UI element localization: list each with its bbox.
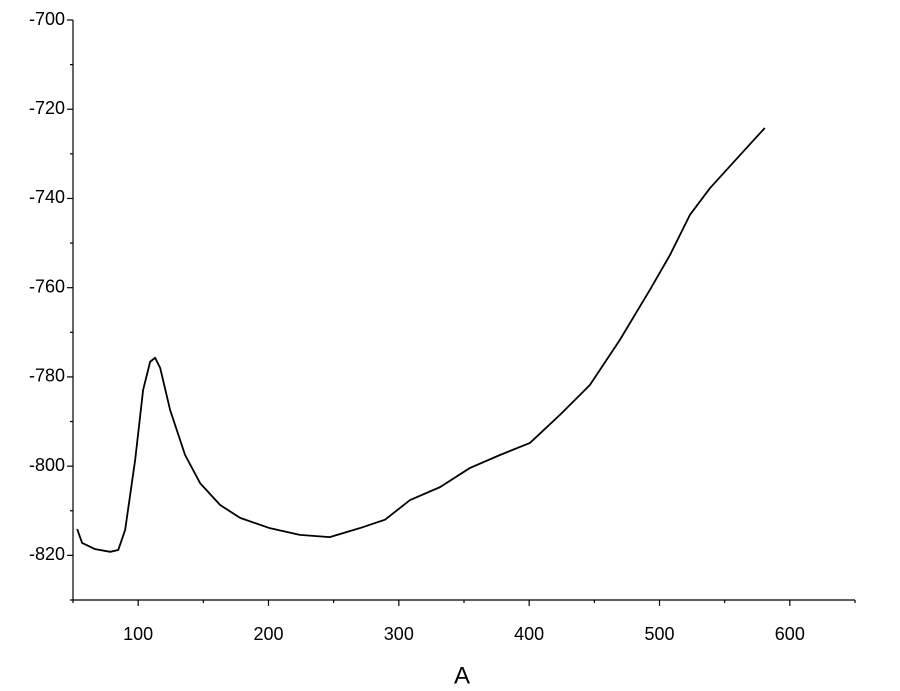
y-tick-label: -800	[29, 455, 65, 475]
x-axis-label: A	[454, 662, 470, 689]
data-line	[76, 127, 766, 553]
y-tick-label: -780	[29, 366, 65, 386]
y-tick-label: -700	[29, 9, 65, 29]
x-tick-label: 600	[775, 624, 805, 644]
x-tick-label: 500	[644, 624, 674, 644]
y-tick-label: -760	[29, 276, 65, 296]
y-tick-label: -820	[29, 544, 65, 564]
y-tick-label: -740	[29, 187, 65, 207]
x-tick-label: 200	[253, 624, 283, 644]
x-tick-label: 300	[384, 624, 414, 644]
x-tick-label: 100	[123, 624, 153, 644]
y-tick-label: -720	[29, 98, 65, 118]
x-tick-label: 400	[514, 624, 544, 644]
